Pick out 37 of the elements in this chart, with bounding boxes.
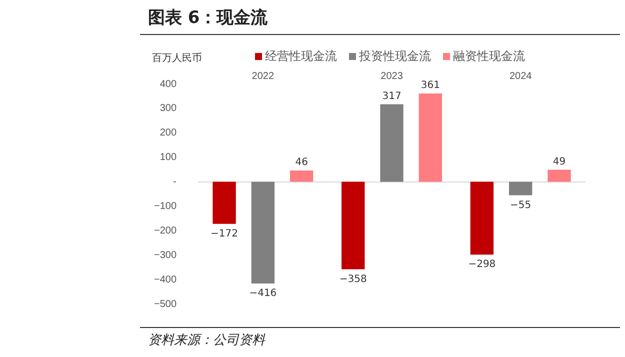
legend-label: 融资性现金流 [452, 48, 525, 65]
y-tick-label: −300 [154, 250, 177, 261]
text: 资料来源：公司资料 [148, 332, 265, 349]
legend-label: 经营性现金流 [264, 48, 337, 65]
bar [380, 104, 404, 182]
data-label: −416 [249, 288, 277, 300]
data-label: −172 [210, 228, 238, 240]
bar [251, 182, 275, 284]
y-tick-label: 300 [160, 103, 177, 114]
data-label: −55 [510, 200, 532, 211]
y-tick-label: 200 [160, 128, 177, 139]
y-tick-label: −100 [154, 200, 177, 212]
bar [508, 182, 532, 196]
x-tick-label: 2024 [509, 70, 532, 82]
bar [290, 170, 314, 182]
x-tick-label: 2023 [380, 70, 404, 82]
bar [418, 94, 442, 182]
data-label: 46 [295, 157, 308, 168]
data-label: −298 [468, 259, 496, 270]
y-tick-label: - [173, 176, 177, 188]
bar [548, 170, 571, 182]
legend-label: 投资性现金流 [358, 48, 431, 65]
x-tick-label: 2022 [252, 70, 274, 82]
data-label: −358 [339, 274, 367, 285]
bar [342, 182, 365, 270]
y-tick-label: 400 [160, 78, 177, 90]
y-tick-label: −500 [154, 298, 177, 310]
data-label: 317 [382, 90, 402, 102]
chart-title: 图表 6：现金流 [148, 7, 268, 29]
bar [212, 182, 236, 224]
y-tick-label: −400 [154, 274, 177, 286]
y-tick-label: −200 [154, 225, 177, 236]
data-label: 361 [420, 80, 440, 92]
bar [470, 182, 494, 255]
y-tick-label: 100 [160, 152, 177, 164]
data-label: 49 [552, 156, 566, 168]
y-axis-title: 百万人民币 [152, 52, 202, 65]
